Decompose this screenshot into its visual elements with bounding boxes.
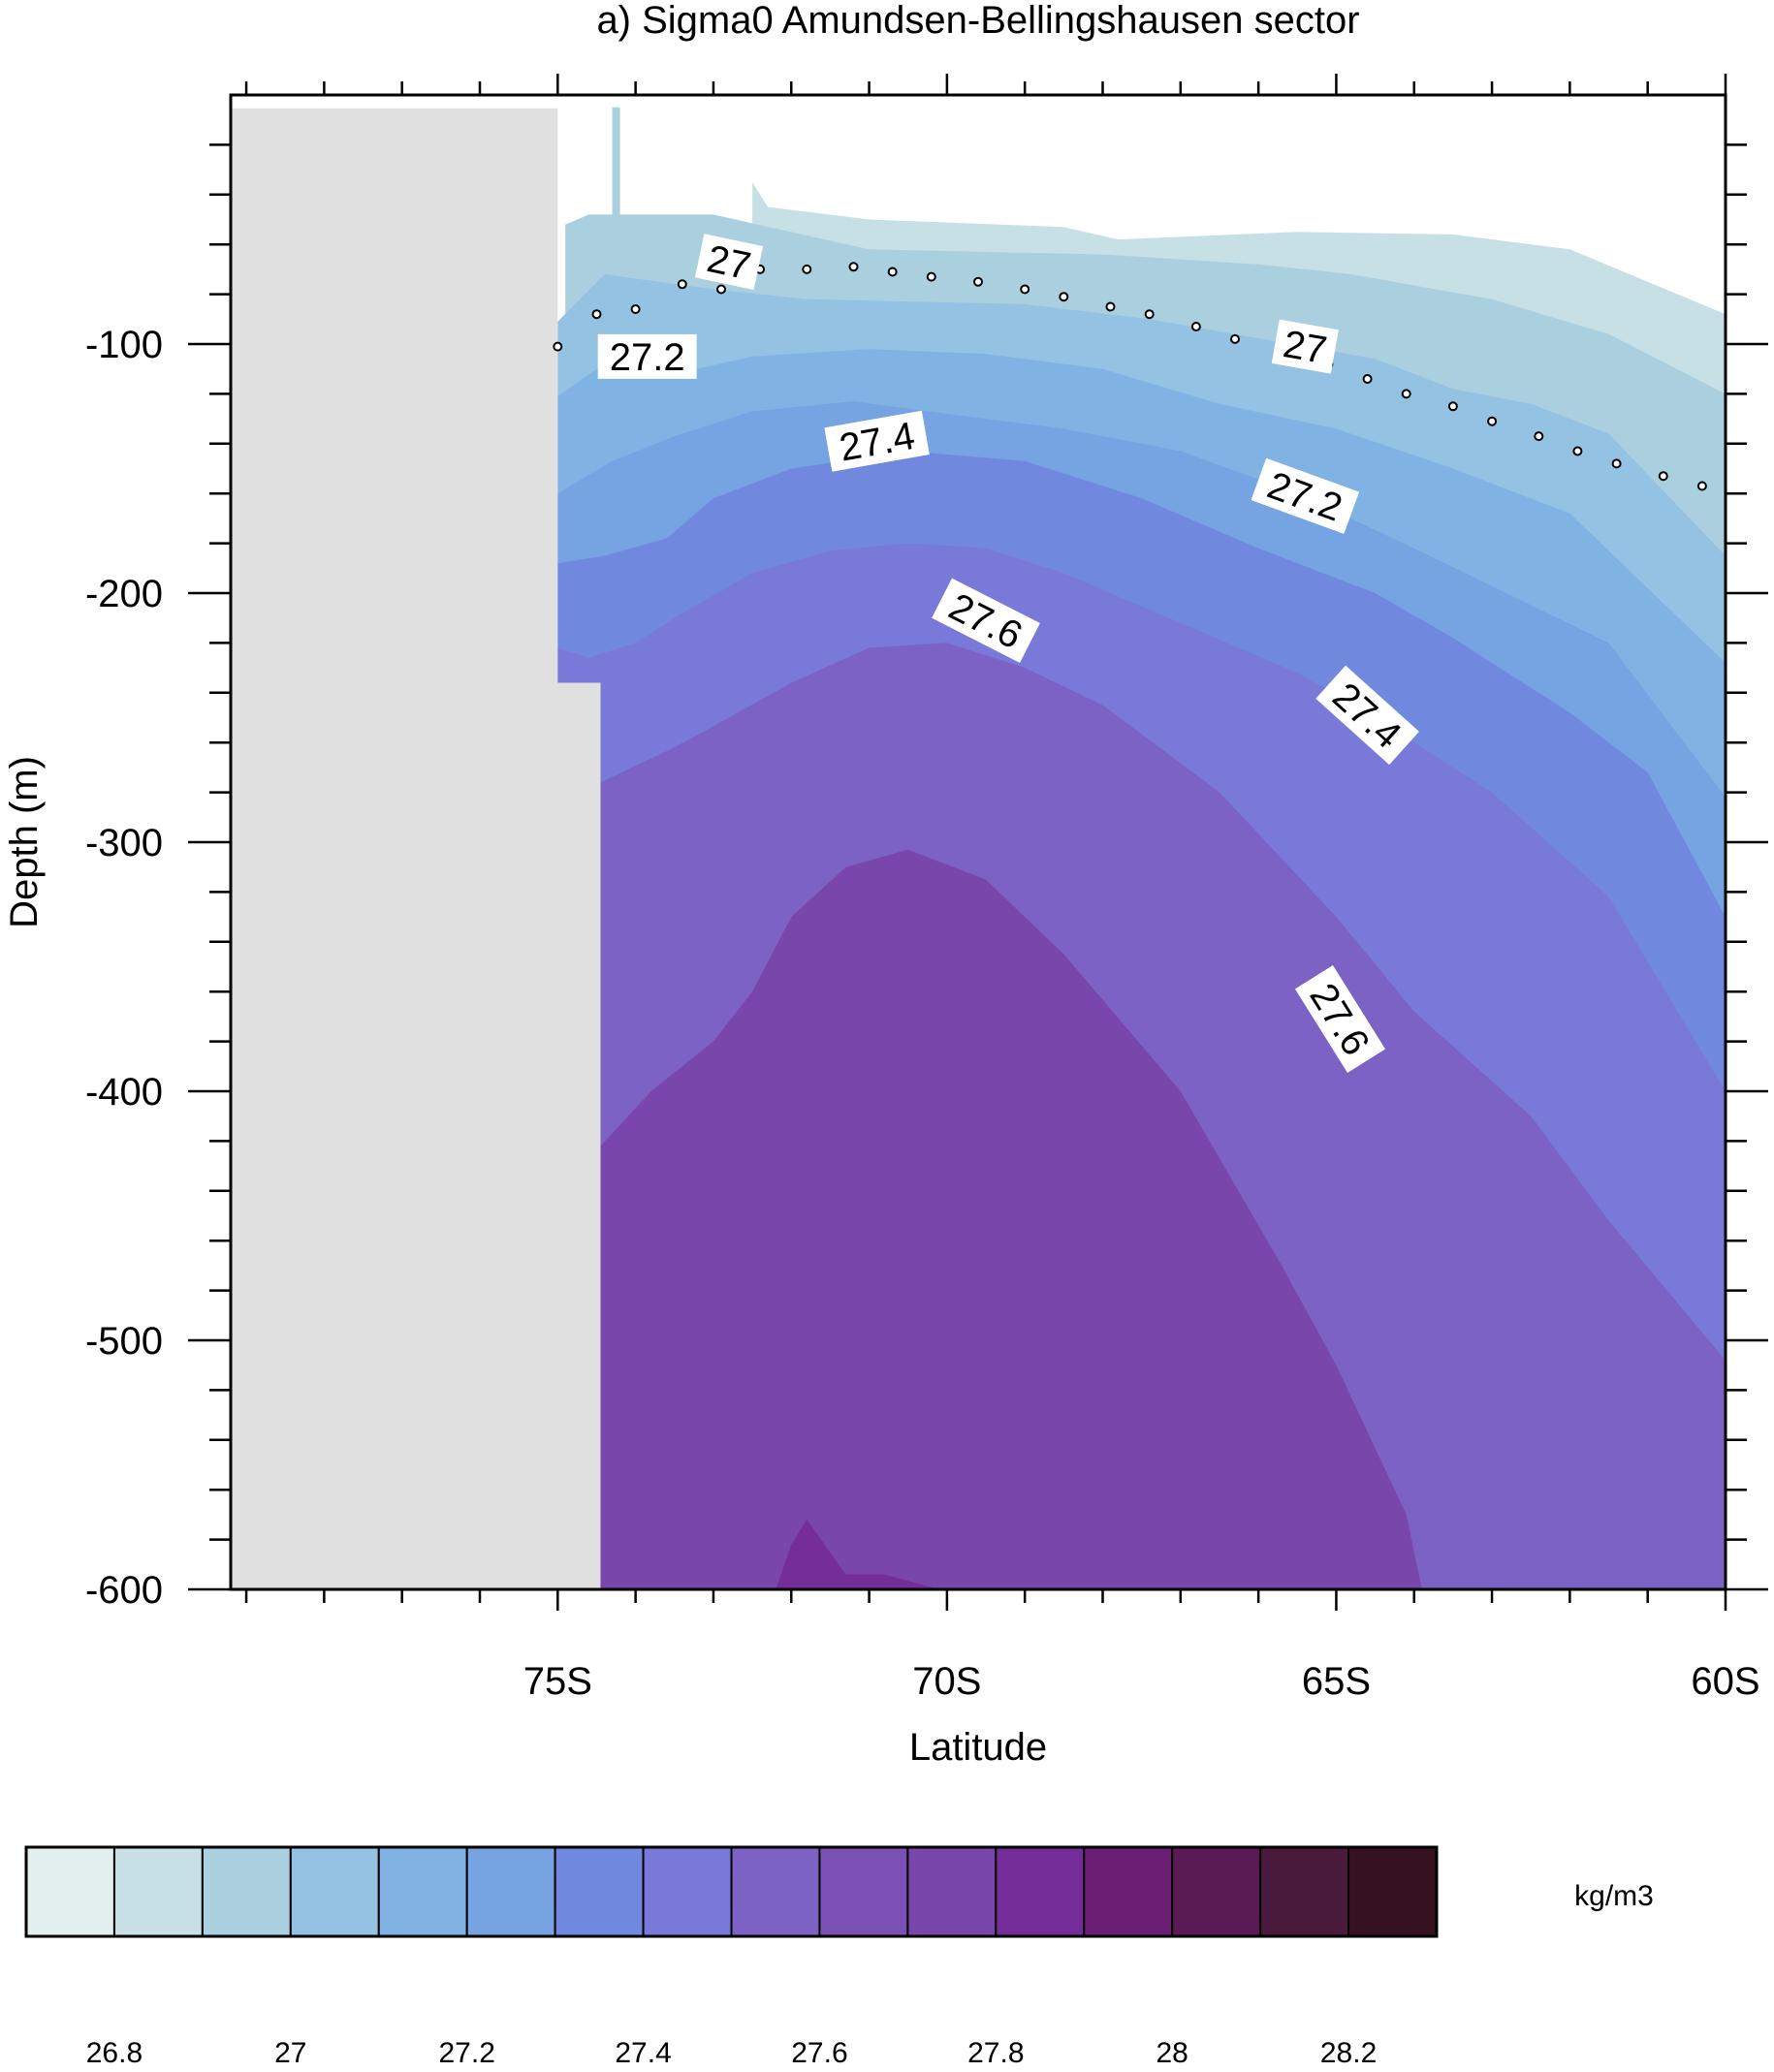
contour-27-dot [553,341,563,352]
contour-27-dot [1447,401,1458,412]
contour-27-dot [848,262,859,272]
colorbar-label: 27.6 [791,2037,847,2069]
contour-label: 27.2 [597,333,697,379]
contour-27-dot [1534,431,1544,442]
axis-ticks [188,74,1768,1611]
y-tick-label: -300 [85,822,163,864]
colorbar-swatch [1347,1846,1438,1937]
contour-label-text: 27 [703,237,754,288]
colorbar-swatch [112,1846,204,1937]
colorbar-label: 26.8 [86,2037,143,2069]
contour-label-box [1251,457,1360,534]
x-tick-labels: 75S 70S 65S 60S [523,1660,1760,1703]
colorbar-frame [24,1845,1439,1938]
y-tick-label: -500 [85,1320,163,1363]
colorbar-swatch [201,1846,292,1937]
land-mask [231,95,601,1589]
contour-27-dot [1362,374,1373,384]
contour-label-box [1315,665,1419,766]
contour-27-dot [1020,284,1030,295]
colorbar-swatch [289,1846,380,1937]
contour-27-dot [1572,446,1583,456]
contour-27-dot [1230,333,1240,344]
colorbar-swatch [377,1846,468,1937]
density-bands [557,107,1726,1589]
y-tick-labels: -100 -200 -300 -400 -500 -600 [85,324,163,1612]
colorbar-swatch [642,1846,733,1937]
contour-label: 27 [1271,319,1339,374]
colorbar-swatch [995,1846,1086,1937]
colorbar-swatch [906,1846,998,1937]
contour-27-dot [1190,322,1201,331]
colorbar-swatch [1259,1846,1350,1937]
contour-27-dot [1658,471,1668,482]
y-tick-label: -400 [85,1071,163,1114]
contour-27-dot [1105,301,1116,312]
contour-27-dot [1144,309,1155,320]
colorbar-label: 27.8 [967,2037,1024,2069]
contour-27-dot [1059,292,1069,302]
contour-27-dot [630,304,641,314]
contour-label-box [597,333,697,379]
colorbar-label: 28.2 [1320,2037,1377,2069]
x-axis-title: Latitude [909,1726,1047,1769]
contour-27-dot [1487,416,1498,426]
land-top-gap [231,95,558,109]
colorbar-label: 27.2 [438,2037,494,2069]
y-axis-title: Depth (m) [3,756,46,928]
contour-27-dot [1401,389,1411,399]
contour-27-dot [802,264,812,274]
contour-label-box [932,578,1040,663]
contour-27-dot [677,279,687,290]
contour-label-box [1294,965,1386,1073]
contour-27-dot [591,309,602,320]
contour-27-dot [1611,458,1622,469]
colorbar-swatch [1083,1846,1174,1937]
contour-27-dot [1696,481,1707,491]
land-mask-area [231,107,601,1589]
x-tick-label: 70S [912,1660,981,1703]
plot-frame [229,93,1727,1591]
colorbar-swatch [25,1846,115,1937]
contour-27-dot [887,267,898,277]
colorbar-label: 27 [274,2037,306,2069]
colorbar-label: 28 [1156,2037,1188,2069]
colorbar: 26.8 27 27.2 27.4 27.6 27.8 28 28.2 [24,1845,1439,2069]
y-tick-label: -100 [85,324,163,366]
contour-27-dot [926,271,936,282]
colorbar-label: 27.4 [615,2037,671,2069]
contour-label-box [694,234,764,291]
contour-label-box [824,410,930,472]
y-tick-label: -200 [85,573,163,615]
contour-label-text: 27.2 [610,336,685,379]
contour-27-dot [716,284,726,295]
contour-27-dot [973,276,983,287]
plot-area [231,95,1726,1589]
colorbar-swatch [730,1846,821,1937]
x-tick-label: 65S [1302,1660,1371,1703]
density-band-27.8-27.9 [776,1520,939,1589]
colorbar-swatch [554,1846,645,1937]
contour-label-text: 27 [1280,323,1329,372]
x-tick-label: 75S [523,1660,592,1703]
contour-label: 27 [694,234,764,291]
y-tick-label: -600 [85,1569,163,1612]
chart-title: a) Sigma0 Amundsen-Bellingshausen sector [596,0,1359,42]
density-band-27.7-27.8 [600,849,1422,1589]
colorbar-swatch [818,1846,909,1937]
contour-label-box [1271,319,1339,374]
colorbar-swatch [465,1846,556,1937]
colorbar-swatch [1171,1846,1262,1937]
contour-label: 27.4 [824,410,930,472]
x-tick-label: 60S [1691,1660,1759,1703]
colorbar-units: kg/m3 [1574,1880,1654,1912]
